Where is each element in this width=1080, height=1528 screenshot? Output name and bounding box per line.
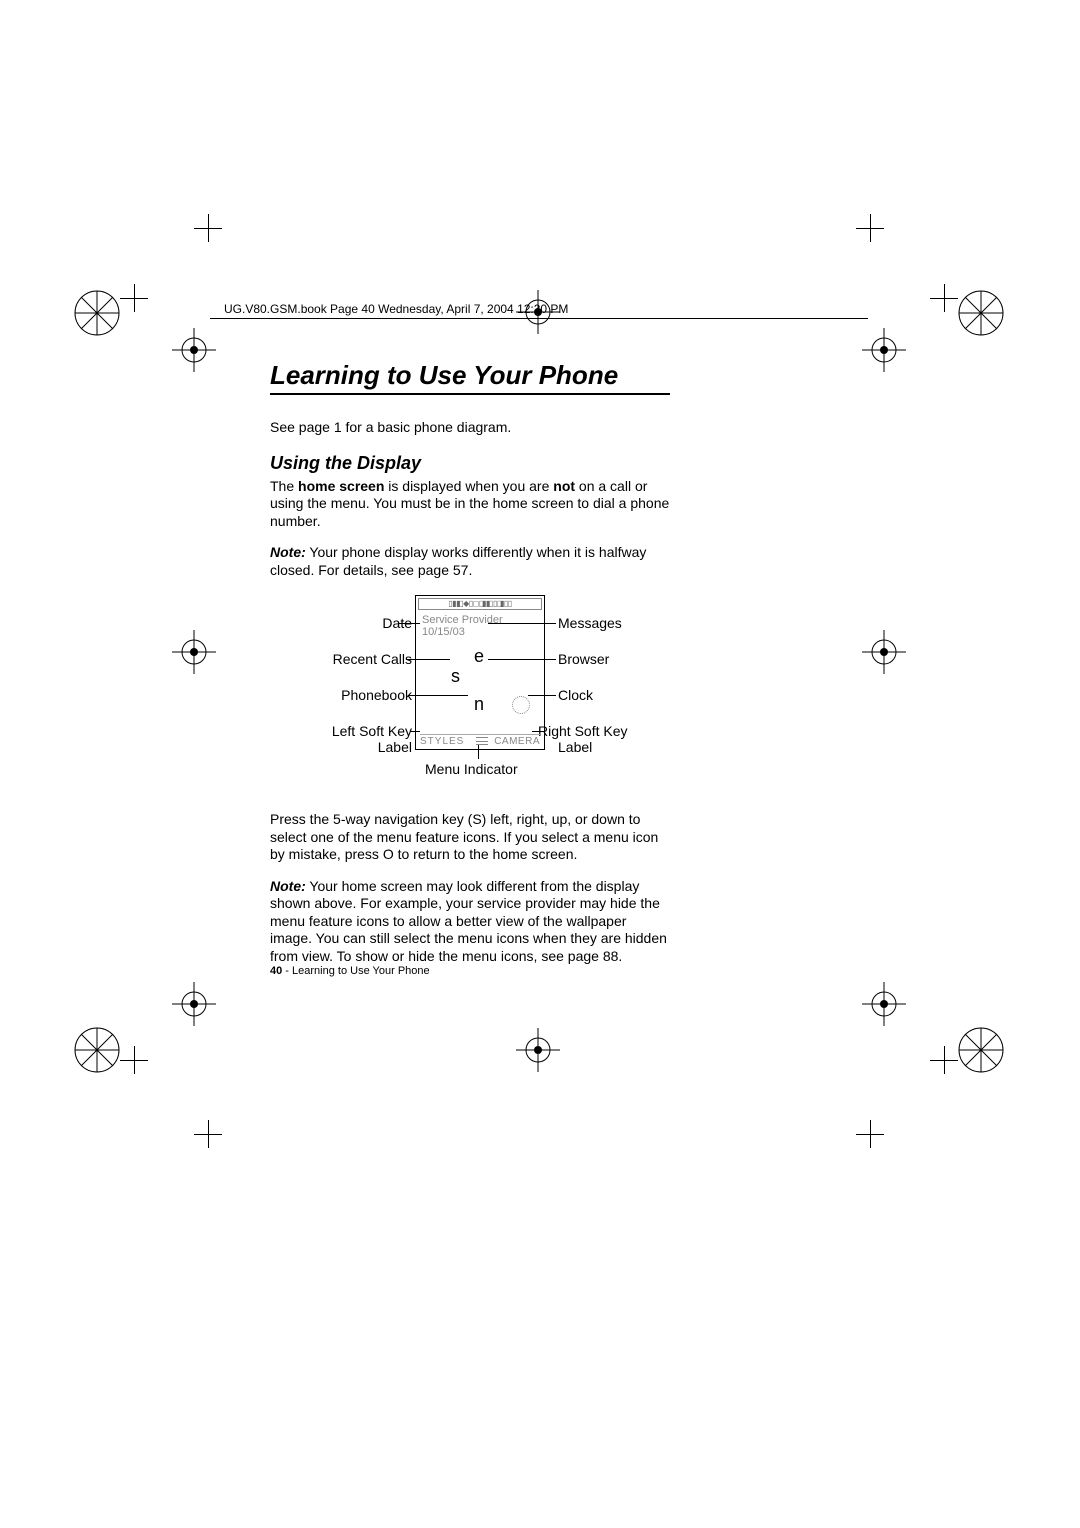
- content-column: Learning to Use Your Phone See page 1 fo…: [270, 360, 670, 979]
- phonebook-icon: n: [474, 694, 484, 715]
- edge-registration: [862, 328, 906, 377]
- section-heading: Using the Display: [270, 453, 670, 474]
- service-provider-text: Service Provider: [422, 614, 503, 626]
- page-header-rule: [210, 318, 868, 319]
- softkey-row: STYLES CAMERA: [420, 734, 540, 747]
- label-right-softkey-sub: Label: [558, 739, 592, 755]
- corner-registration: [956, 288, 1006, 343]
- corner-registration: [956, 1025, 1006, 1080]
- label-left-softkey: Left Soft Key: [332, 723, 412, 739]
- page-footer: 40 - Learning to Use Your Phone: [270, 965, 430, 977]
- left-softkey-label: STYLES: [420, 736, 464, 747]
- messages-icon: e: [474, 646, 484, 667]
- label-right-softkey: Right Soft Key: [538, 723, 628, 739]
- right-softkey-label: CAMERA: [494, 736, 540, 747]
- navigation-paragraph: Press the 5-way navigation key (S) left,…: [270, 811, 670, 864]
- page-header: UG.V80.GSM.book Page 40 Wednesday, April…: [224, 302, 568, 316]
- home-screen-diagram: Date Recent Calls Phonebook Left Soft Ke…: [270, 593, 670, 793]
- intro-paragraph: See page 1 for a basic phone diagram.: [270, 419, 670, 437]
- label-menu-indicator: Menu Indicator: [425, 761, 518, 777]
- menu-indicator-icon: [476, 737, 488, 745]
- label-recent-calls: Recent Calls: [333, 651, 412, 667]
- note-display: Note: Your phone display works different…: [270, 544, 670, 579]
- recent-calls-icon: s: [451, 666, 460, 687]
- footer-text: - Learning to Use Your Phone: [282, 965, 429, 977]
- phone-screen: ▯▮◧◆▯◻◨◧▯◨▯▯ Service Provider 10/15/03 e…: [415, 595, 545, 750]
- screen-date: 10/15/03: [422, 626, 465, 638]
- note-homescreen: Note: Your home screen may look differen…: [270, 878, 670, 966]
- page-number: 40: [270, 965, 282, 977]
- page-title: Learning to Use Your Phone: [270, 360, 670, 395]
- label-browser: Browser: [558, 651, 609, 667]
- label-messages: Messages: [558, 615, 622, 631]
- edge-registration: [862, 982, 906, 1031]
- label-clock: Clock: [558, 687, 593, 703]
- edge-registration: [172, 630, 216, 679]
- label-left-softkey-sub: Label: [378, 739, 412, 755]
- corner-registration: [72, 1025, 122, 1080]
- edge-registration: [862, 630, 906, 679]
- clock-icon: [512, 696, 530, 714]
- status-bar: ▯▮◧◆▯◻◨◧▯◨▯▯: [418, 598, 542, 610]
- edge-registration: [516, 1028, 560, 1077]
- home-screen-description: The home screen is displayed when you ar…: [270, 478, 670, 531]
- edge-registration: [172, 982, 216, 1031]
- corner-registration: [72, 288, 122, 343]
- edge-registration: [172, 328, 216, 377]
- label-phonebook: Phonebook: [341, 687, 412, 703]
